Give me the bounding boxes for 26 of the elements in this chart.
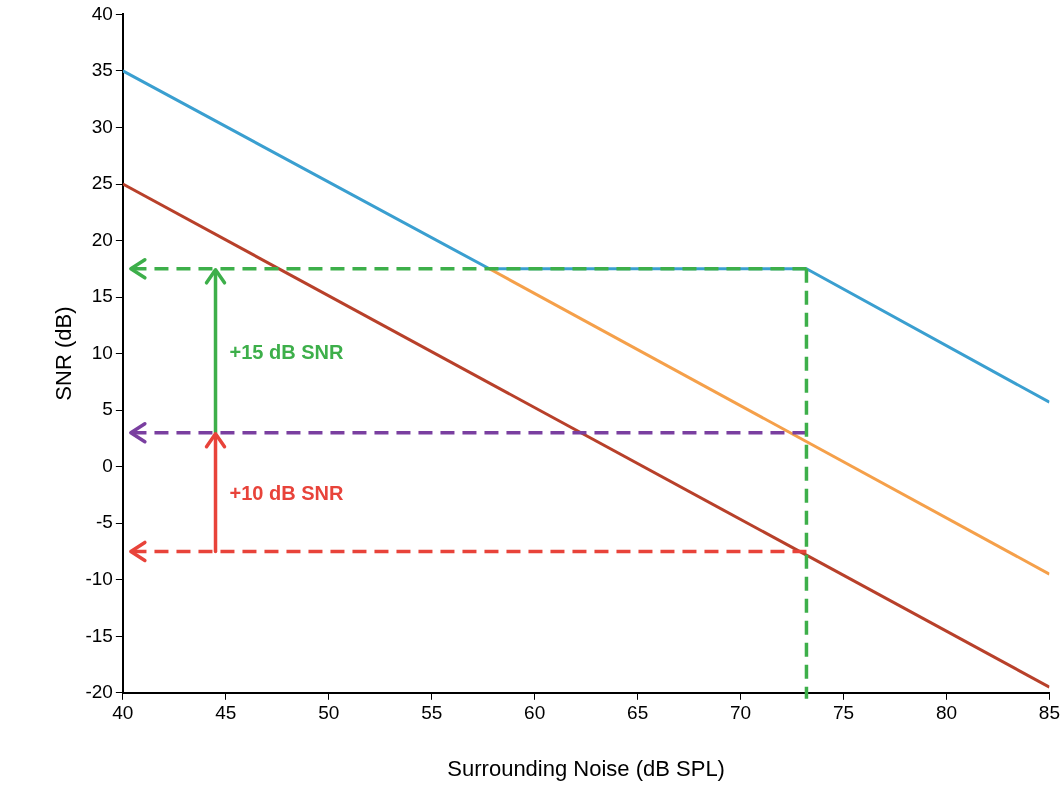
x-tick-label: 70 — [730, 702, 752, 724]
x-tick-label: 60 — [524, 702, 546, 724]
y-tick-label: -20 — [85, 681, 113, 703]
y-tick-label: 15 — [91, 285, 113, 307]
y-tick-label: -5 — [95, 511, 113, 533]
y-tick-label: 20 — [91, 228, 113, 250]
y-axis-title: SNR (dB) — [51, 306, 77, 401]
y-tick-label: 5 — [102, 398, 113, 420]
y-tick-label: 35 — [91, 59, 113, 81]
y-tick-label: -10 — [85, 567, 113, 589]
x-tick-label: 65 — [627, 702, 649, 724]
y-tick-label: 0 — [102, 454, 113, 476]
x-tick-label: 85 — [1038, 702, 1060, 724]
x-tick-label: 80 — [935, 702, 958, 724]
x-tick-label: 50 — [318, 702, 340, 724]
annotation: +15 dB SNR — [229, 341, 344, 364]
x-axis-title: Surrounding Noise (dB SPL) — [447, 755, 725, 781]
y-tick-label: 30 — [91, 115, 113, 137]
x-tick-label: 45 — [215, 702, 237, 724]
annotation: +10 dB SNR — [229, 482, 344, 505]
x-tick-label: 55 — [421, 702, 443, 724]
y-tick-label: 10 — [91, 341, 113, 363]
y-tick-label: 40 — [91, 2, 113, 24]
y-tick-label: 25 — [91, 172, 113, 194]
y-tick-label: -15 — [85, 624, 113, 646]
x-tick-label: 75 — [832, 702, 855, 724]
